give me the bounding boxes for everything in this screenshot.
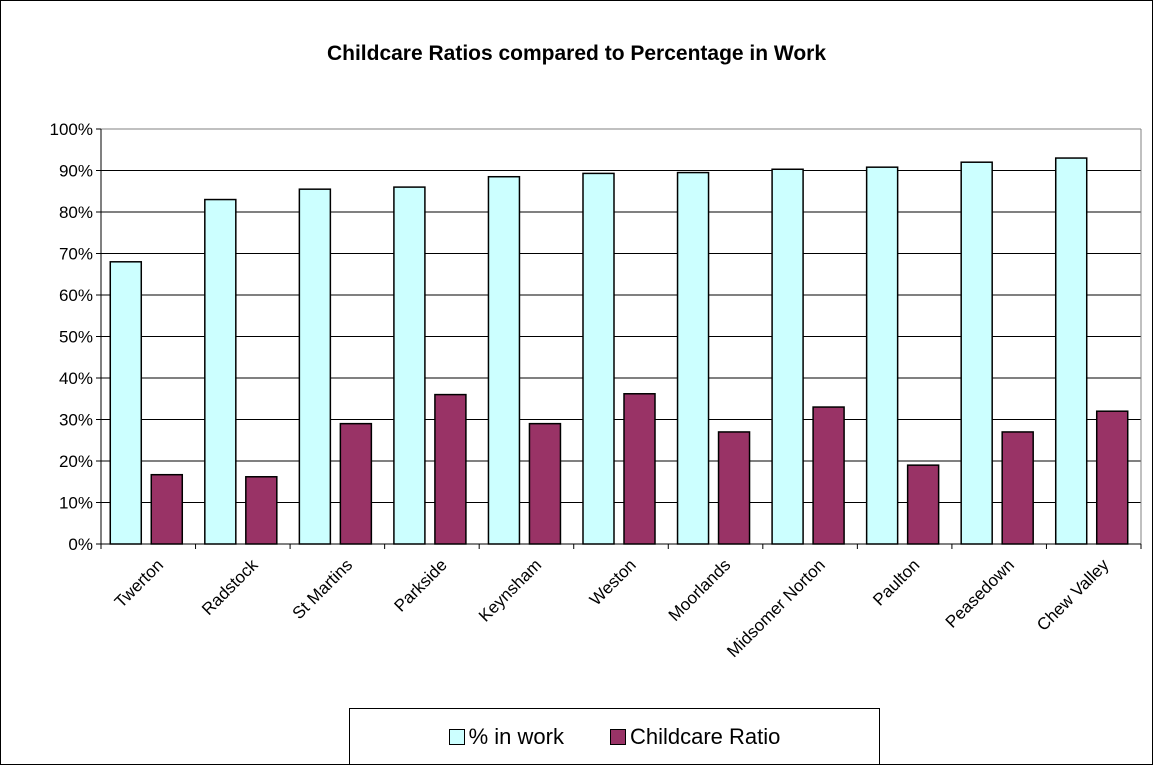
legend-swatch-in-work: [448, 728, 465, 745]
y-tick-label: 70%: [59, 245, 93, 264]
bar-in-work: [487, 175, 521, 545]
y-tick-label: 80%: [59, 203, 93, 222]
bar-in-work: [1054, 157, 1088, 545]
bar-childcare-ratio: [1001, 431, 1034, 545]
legend-item-in-work: % in work: [448, 723, 564, 750]
bar-in-work: [771, 168, 804, 545]
y-tick-label: 90%: [59, 162, 93, 181]
x-tick-label: Twerton: [111, 555, 167, 611]
bar-childcare-ratio: [434, 393, 467, 545]
legend-label-in-work: % in work: [468, 723, 564, 749]
bar-childcare-ratio: [245, 476, 278, 545]
legend-label-childcare-ratio: Childcare Ratio: [629, 723, 781, 749]
y-tick-label: 0%: [68, 535, 93, 554]
bar-in-work: [109, 261, 143, 545]
bar-childcare-ratio: [1095, 410, 1129, 545]
y-tick-label: 60%: [59, 286, 93, 305]
x-tick-label: St Martins: [289, 555, 357, 623]
x-tick-label: Keynsham: [475, 555, 545, 625]
bar-in-work: [298, 188, 332, 545]
x-tick-label: Paulton: [869, 555, 923, 609]
bar-childcare-ratio: [150, 473, 184, 545]
bar-in-work: [865, 166, 899, 545]
bar-in-work: [204, 198, 237, 545]
y-tick-label: 50%: [59, 328, 93, 347]
bar-childcare-ratio: [623, 393, 656, 545]
x-tick-label: Peasedown: [942, 555, 1018, 631]
x-tick-label: Midsomer Norton: [723, 555, 829, 661]
x-tick-label: Weston: [586, 555, 640, 609]
x-tick-label: Chew Valley: [1033, 555, 1113, 635]
legend-item-childcare-ratio: Childcare Ratio: [609, 723, 781, 750]
legend: % in work Childcare Ratio: [349, 708, 880, 765]
x-tick-label: Parkside: [391, 555, 451, 615]
legend-swatch-childcare-ratio: [609, 728, 626, 745]
y-tick-label: 20%: [59, 452, 93, 471]
bar-childcare-ratio: [812, 406, 845, 545]
bar-childcare-ratio: [528, 422, 562, 545]
y-tick-label: 30%: [59, 411, 93, 430]
x-tick-label: Moorlands: [665, 555, 735, 625]
bar-in-work: [676, 171, 710, 545]
x-tick-label: Radstock: [198, 555, 262, 619]
y-tick-label: 100%: [50, 120, 93, 139]
bar-childcare-ratio: [906, 464, 940, 545]
bar-in-work: [960, 161, 993, 545]
bar-in-work: [393, 186, 426, 545]
bar-childcare-ratio: [339, 422, 373, 545]
bar-childcare-ratio: [717, 431, 751, 545]
bar-in-work: [582, 172, 615, 545]
y-tick-label: 10%: [59, 494, 93, 513]
y-tick-label: 40%: [59, 369, 93, 388]
chart-title: Childcare Ratios compared to Percentage …: [326, 42, 827, 65]
